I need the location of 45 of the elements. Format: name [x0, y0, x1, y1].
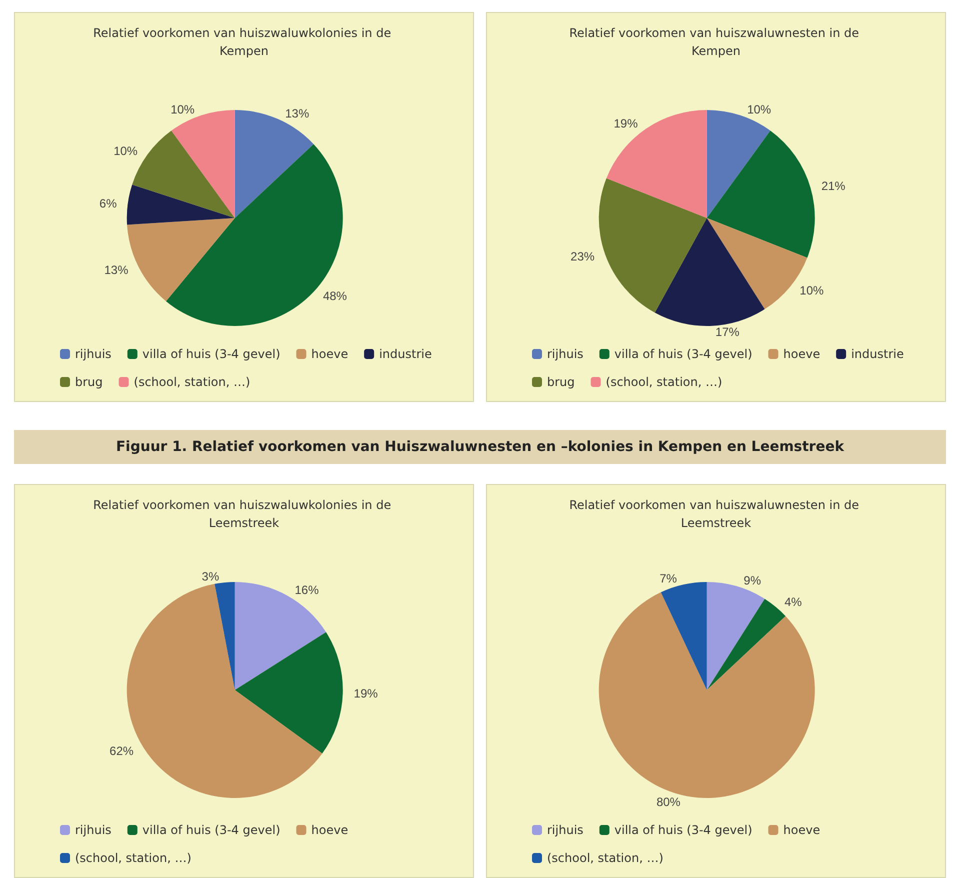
data-label: 10% — [747, 102, 772, 117]
legend-label: brug — [75, 375, 103, 389]
data-label: 16% — [294, 583, 320, 598]
legend-label: villa of huis (3-4 gevel) — [142, 347, 280, 361]
data-label: 7% — [660, 572, 678, 586]
data-label: 19% — [614, 116, 638, 131]
data-label: 23% — [570, 250, 595, 264]
data-label: 4% — [784, 595, 802, 610]
legend-label: industrie — [379, 347, 432, 361]
data-label: 13% — [104, 262, 129, 277]
data-label: 21% — [821, 179, 846, 194]
data-label: 17% — [715, 324, 740, 339]
legend-label: rijhuis — [547, 823, 584, 837]
data-label: 3% — [202, 570, 220, 584]
chart-title: Relatief voorkomen van huiszwaluwkolonies in de Leemstreek — [93, 498, 395, 530]
chart-title: Relatief voorkomen van huiszwaluwnesten in de Leemstreek — [569, 498, 863, 530]
data-label: 9% — [744, 574, 762, 588]
legend-label: hoeve — [311, 823, 348, 837]
data-label: 10% — [114, 144, 138, 158]
data-label: 13% — [285, 106, 310, 120]
legend-label: rijhuis — [75, 347, 112, 361]
data-label: 62% — [110, 744, 134, 758]
legend-label: (school, station, …) — [547, 851, 664, 865]
legend-label: brug — [547, 375, 575, 389]
data-label: 80% — [656, 794, 681, 809]
legend-label: hoeve — [311, 347, 348, 361]
legend-label: rijhuis — [75, 823, 112, 837]
data-label: 6% — [99, 196, 118, 211]
legend-label: villa of huis (3-4 gevel) — [614, 347, 752, 361]
data-label: 10% — [800, 284, 824, 298]
legend-label: industrie — [851, 347, 904, 361]
data-label: 48% — [322, 289, 348, 304]
legend-label: villa of huis (3-4 gevel) — [142, 823, 280, 837]
legend-label: (school, station, …) — [134, 375, 250, 389]
chart-title: Relatief voorkomen van huiszwaluwkolonies in de Kempen — [93, 26, 395, 58]
data-label: 19% — [354, 686, 378, 701]
data-label: 10% — [170, 102, 195, 117]
legend-label: hoeve — [783, 347, 820, 361]
legend-label: (school, station, …) — [75, 851, 192, 865]
legend-label: (school, station, …) — [606, 375, 722, 389]
legend-label: rijhuis — [547, 347, 584, 361]
legend-label: hoeve — [783, 823, 820, 837]
text: Figuur 1. Relatief voorkomen van Huiszwaluwnesten en –kolonies in Kempen en Leemstreek — [14, 430, 946, 464]
chart-title: Relatief voorkomen van huiszwaluwnesten in de Kempen — [569, 26, 863, 58]
legend-label: villa of huis (3-4 gevel) — [614, 823, 752, 837]
